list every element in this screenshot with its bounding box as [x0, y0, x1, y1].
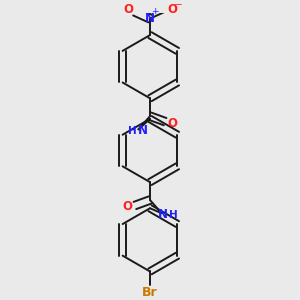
- Text: O: O: [168, 116, 178, 130]
- Text: O: O: [167, 3, 177, 16]
- Text: −: −: [174, 0, 183, 10]
- Text: Br: Br: [142, 286, 158, 299]
- Text: H: H: [169, 210, 178, 220]
- Text: N: N: [145, 11, 155, 25]
- Text: H: H: [128, 126, 137, 136]
- Text: O: O: [123, 3, 133, 16]
- Text: O: O: [122, 200, 132, 213]
- Text: N: N: [158, 208, 168, 221]
- Text: N: N: [138, 124, 148, 137]
- Text: +: +: [151, 8, 158, 16]
